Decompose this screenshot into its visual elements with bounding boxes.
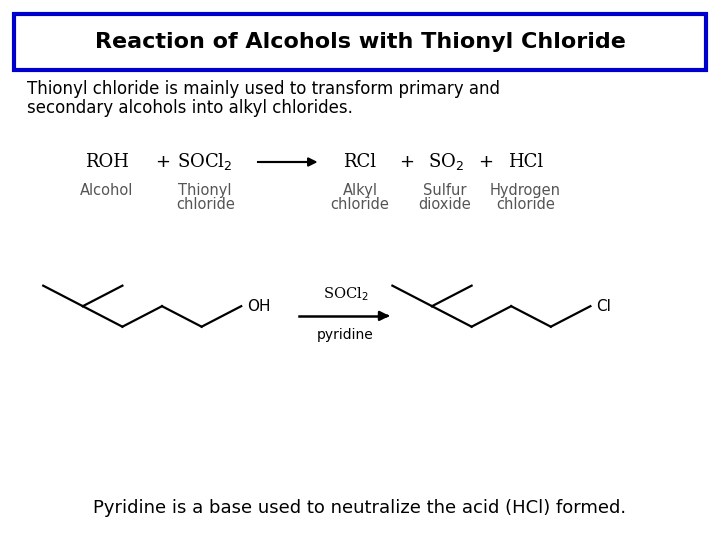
Text: chloride: chloride [330, 197, 390, 212]
Text: +: + [156, 153, 170, 171]
Text: HCl: HCl [508, 153, 543, 171]
Text: Cl: Cl [596, 299, 611, 314]
Text: +: + [479, 153, 493, 171]
Text: SOCl$_2$: SOCl$_2$ [323, 286, 369, 303]
Text: chloride: chloride [496, 197, 555, 212]
Text: RCl: RCl [343, 153, 377, 171]
Text: Alcohol: Alcohol [80, 183, 133, 198]
Text: Pyridine is a base used to neutralize the acid (HCl) formed.: Pyridine is a base used to neutralize th… [94, 498, 626, 517]
Text: Reaction of Alcohols with Thionyl Chloride: Reaction of Alcohols with Thionyl Chlori… [94, 32, 626, 52]
Text: +: + [400, 153, 414, 171]
Text: Thionyl: Thionyl [179, 183, 232, 198]
Text: SOCl$_2$: SOCl$_2$ [177, 152, 233, 172]
Text: OH: OH [247, 299, 271, 314]
Text: dioxide: dioxide [418, 197, 472, 212]
Text: pyridine: pyridine [318, 328, 374, 342]
Text: secondary alcohols into alkyl chlorides.: secondary alcohols into alkyl chlorides. [27, 99, 354, 117]
Text: ROH: ROH [85, 153, 128, 171]
Text: Thionyl chloride is mainly used to transform primary and: Thionyl chloride is mainly used to trans… [27, 80, 500, 98]
Text: chloride: chloride [176, 197, 235, 212]
Text: Alkyl: Alkyl [343, 183, 377, 198]
Text: Sulfur: Sulfur [423, 183, 467, 198]
Text: SO$_2$: SO$_2$ [428, 152, 464, 172]
FancyBboxPatch shape [14, 14, 706, 70]
Text: Hydrogen: Hydrogen [490, 183, 561, 198]
